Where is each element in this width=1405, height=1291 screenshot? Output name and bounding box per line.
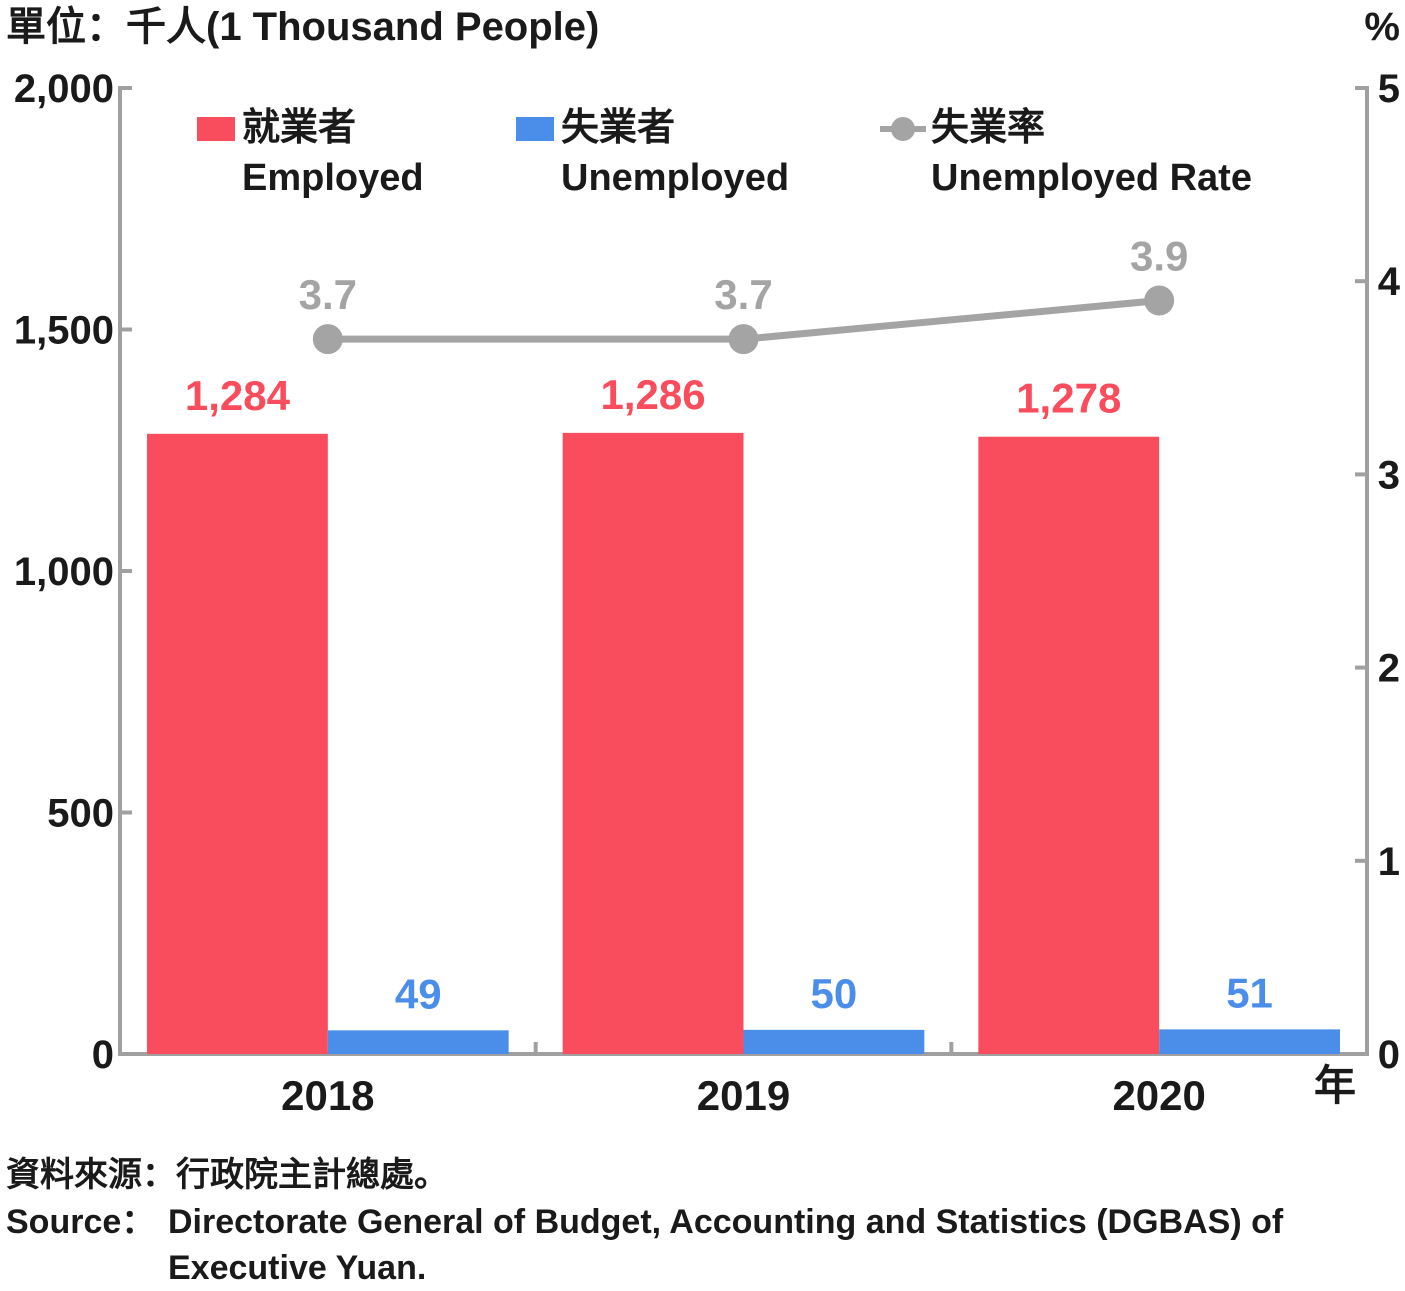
bar-unemployed — [327, 1030, 509, 1054]
rate-point — [312, 324, 343, 355]
unemployment-rate-line — [312, 285, 1175, 355]
value-label-rate: 3.7 — [299, 271, 357, 318]
right-axis-ticks: 0 1 2 3 4 5 — [1355, 67, 1401, 1077]
legend-employed-zh: 就業者 — [242, 107, 356, 149]
legend-swatch-employed — [197, 117, 235, 141]
category-label: 2019 — [697, 1072, 790, 1119]
right-tick-label: 5 — [1378, 67, 1400, 111]
source-zh: 資料來源：行政院主計總處。 — [6, 1155, 448, 1194]
left-tick-label: 500 — [47, 792, 114, 836]
legend-unemployed-en: Unemployed — [561, 157, 789, 199]
right-tick-label: 0 — [1378, 1033, 1400, 1077]
category-label: 2018 — [281, 1072, 374, 1119]
bar-employed — [147, 433, 328, 1054]
bar-unemployed — [743, 1029, 925, 1054]
legend-rate-zh: 失業率 — [931, 107, 1045, 149]
right-tick-label: 3 — [1378, 453, 1400, 497]
left-tick-label: 1,000 — [14, 550, 114, 594]
left-axis-ticks: 0 500 1,000 1,500 2,000 — [14, 67, 132, 1077]
bar-unemployed — [1159, 1029, 1340, 1054]
category-dividers — [533, 1042, 954, 1056]
value-label-employed: 1,286 — [601, 371, 706, 418]
value-label-unemployed: 51 — [1226, 969, 1273, 1016]
category-labels: 2018 2019 2020 — [281, 1072, 1206, 1119]
bar-employed — [978, 436, 1160, 1054]
left-axis-unit-label: 單位：千人(1 Thousand People) — [6, 5, 599, 49]
value-label-rate: 3.7 — [714, 271, 772, 318]
right-tick-label: 2 — [1378, 647, 1400, 691]
value-labels: 1,284 49 1,286 50 1,278 51 3.7 3.7 3.9 — [185, 233, 1273, 1018]
bars — [147, 432, 1340, 1054]
category-label: 2020 — [1112, 1072, 1205, 1119]
bar-employed — [562, 432, 744, 1054]
left-tick-label: 0 — [92, 1033, 114, 1077]
legend-swatch-rate-marker — [891, 117, 915, 141]
legend-employed-en: Employed — [242, 157, 424, 199]
value-label-employed: 1,278 — [1016, 375, 1121, 422]
legend-swatch-unemployed — [516, 117, 554, 141]
source-en-line2: Executive Yuan. — [168, 1249, 426, 1286]
value-label-employed: 1,284 — [185, 372, 291, 419]
rate-point — [728, 324, 759, 355]
source-en-prefix: Source： — [6, 1203, 155, 1241]
x-axis-unit-label: 年 — [1314, 1062, 1356, 1109]
value-label-rate: 3.9 — [1130, 233, 1188, 280]
source-en-line1: Directorate General of Budget, Accountin… — [168, 1203, 1284, 1241]
right-tick-label: 4 — [1378, 260, 1401, 304]
rate-point — [1144, 285, 1175, 316]
right-tick-label: 1 — [1378, 840, 1400, 884]
left-tick-label: 1,500 — [14, 309, 114, 353]
right-axis-unit-label: % — [1364, 5, 1400, 49]
value-label-unemployed: 49 — [395, 970, 442, 1017]
legend-rate-en: Unemployed Rate — [931, 157, 1252, 199]
left-tick-label: 2,000 — [14, 67, 114, 111]
legend-unemployed-zh: 失業者 — [561, 107, 675, 149]
value-label-unemployed: 50 — [811, 970, 858, 1017]
legend: 就業者 Employed 失業者 Unemployed 失業率 Unemploy… — [197, 107, 1252, 199]
